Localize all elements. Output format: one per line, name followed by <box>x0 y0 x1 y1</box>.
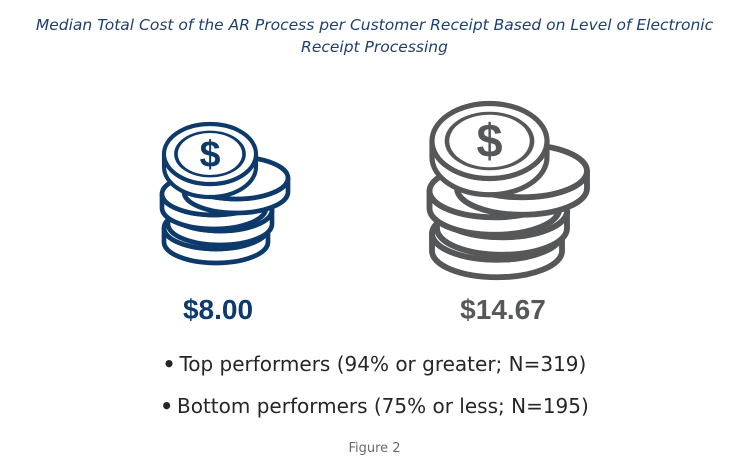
chart-title: Median Total Cost of the AR Process per … <box>0 14 749 58</box>
legend-bullet-icon: • <box>162 352 176 376</box>
coin-stack-dollar-icon: $ <box>402 96 602 281</box>
coin-stack-bottom-performers: $ <box>426 100 590 281</box>
legend-label-top-performers: Top performers (94% or greater; N=319) <box>179 352 587 376</box>
legend-bullet-icon: • <box>160 394 173 418</box>
figure-caption: Figure 2 <box>348 441 401 456</box>
legend-entry-bottom-performers: • Bottom performers (75% or less; N=195) <box>0 392 749 420</box>
top-coin: $ <box>429 100 550 198</box>
legend-entry-top-performers: • Top performers (94% or greater; N=319) <box>0 350 749 378</box>
coin-stack-dollar-icon: $ <box>140 118 300 268</box>
chart-title-line-1: Median Total Cost of the AR Process per … <box>35 16 714 34</box>
value-label-top-performers: $8.00 <box>182 294 254 325</box>
top-coin: $ <box>161 121 259 200</box>
legend-label-bottom-performers: Bottom performers (75% or less; N=195) <box>177 394 589 418</box>
coin-stack-top-performers: $ <box>159 121 291 266</box>
dollar-sign-icon: $ <box>476 115 502 167</box>
value-label-bottom-performers: $14.67 <box>460 294 546 325</box>
dollar-sign-icon: $ <box>200 133 221 175</box>
chart-title-line-2: Receipt Processing <box>301 38 448 56</box>
